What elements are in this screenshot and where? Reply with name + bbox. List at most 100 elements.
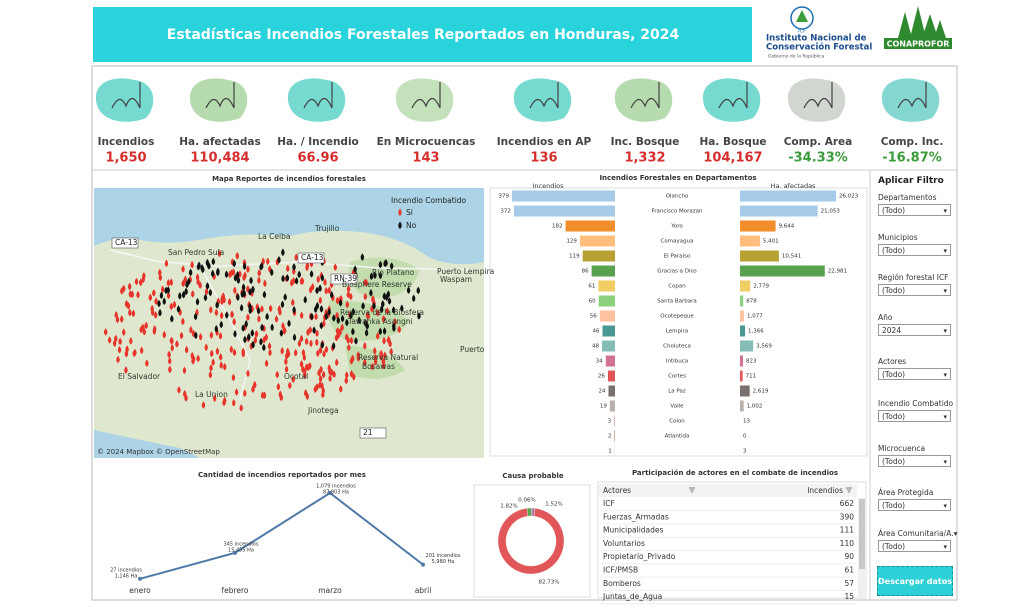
fire-marker — [218, 332, 223, 340]
fire-marker — [216, 267, 220, 276]
fire-marker — [112, 339, 117, 347]
fire-marker — [211, 257, 216, 266]
fire-marker — [345, 300, 350, 309]
scrollbar-thumb[interactable] — [859, 499, 865, 569]
fire-marker — [233, 286, 237, 295]
fire-marker — [219, 361, 223, 369]
fire-marker — [103, 328, 108, 336]
fire-marker — [239, 404, 243, 412]
dropdown-arrow: ▾ — [943, 207, 947, 215]
fire-marker — [264, 333, 269, 341]
bar — [740, 385, 750, 397]
fire-marker — [136, 290, 140, 299]
bar — [740, 220, 776, 232]
fire-marker — [262, 290, 267, 299]
bar — [602, 325, 615, 337]
fire-marker — [251, 340, 255, 349]
data-label: 201 incendios — [426, 553, 461, 559]
fire-marker — [318, 374, 323, 383]
fire-marker — [201, 265, 205, 274]
category-label: Comayagua — [661, 239, 694, 245]
fire-marker — [294, 276, 299, 285]
fire-marker — [321, 390, 325, 399]
map-place-label: Biosphere Reserve — [342, 280, 412, 289]
filter-select[interactable]: (Todo) ▾ — [878, 455, 951, 467]
map-place-label: 21 — [363, 428, 373, 437]
table-cell: Propietario_Privado — [603, 552, 676, 561]
fire-marker — [211, 358, 215, 366]
bar — [591, 265, 615, 277]
fire-marker — [129, 337, 133, 345]
fire-marker — [285, 274, 290, 282]
data-label: 1,079 incendios — [316, 484, 356, 490]
filter-select[interactable]: (Todo) ▾ — [878, 540, 951, 552]
bar — [740, 280, 751, 292]
filter-select[interactable]: (Todo) ▾ — [878, 204, 951, 216]
fire-marker — [340, 314, 345, 323]
map-sea — [94, 430, 200, 458]
fire-marker — [280, 347, 284, 355]
kpi-icon-line — [803, 82, 833, 109]
column-header: Actores — [603, 486, 631, 495]
fire-marker — [308, 326, 313, 334]
value-label: 379 — [499, 194, 510, 200]
map-place-label: La Union — [195, 390, 228, 399]
filter-select[interactable]: (Todo) ▾ — [878, 410, 951, 422]
fire-marker — [257, 315, 261, 323]
fire-marker — [332, 370, 336, 379]
filter-select[interactable]: (Todo) ▾ — [878, 499, 951, 511]
fire-marker — [308, 361, 312, 370]
filter-select[interactable]: (Todo) ▾ — [878, 284, 951, 296]
department-panel — [489, 187, 868, 457]
fire-marker — [278, 308, 282, 316]
fire-marker — [209, 349, 214, 358]
fire-marker — [345, 318, 349, 327]
fire-marker — [169, 278, 174, 286]
fire-marker — [392, 324, 396, 332]
kpi-value: 1,650 — [105, 151, 146, 166]
road-shield — [359, 427, 387, 439]
fire-marker — [327, 286, 332, 295]
filter-select[interactable]: (Todo) ▾ — [878, 244, 951, 256]
value-label: 3 — [608, 419, 612, 425]
filter-value: (Todo) — [882, 457, 906, 466]
bar — [599, 310, 615, 322]
header-banner — [93, 7, 752, 62]
fire-marker — [160, 285, 165, 293]
fire-marker — [119, 315, 124, 323]
fire-marker — [265, 312, 269, 321]
fire-marker — [159, 291, 164, 299]
fire-marker — [189, 325, 193, 334]
fire-marker — [205, 282, 210, 290]
value-label: 5,401 — [763, 239, 779, 245]
value-label: 13 — [743, 419, 750, 425]
value-label: 1,077 — [747, 314, 763, 320]
org-name: Conservación Forestal — [766, 42, 872, 53]
kpi-icon-line — [111, 82, 141, 109]
fire-marker — [184, 394, 188, 402]
fire-marker — [365, 322, 369, 330]
fire-marker — [190, 290, 195, 298]
bar — [740, 190, 836, 202]
fire-marker — [152, 289, 156, 297]
fire-marker — [193, 312, 198, 321]
value-label: 48 — [592, 344, 599, 350]
table-cell: 90 — [844, 552, 854, 561]
map-place-label: Rio Platano — [372, 268, 415, 277]
fire-marker — [247, 333, 251, 341]
fire-marker — [209, 331, 214, 339]
x-tick-label: enero — [129, 586, 151, 595]
point — [233, 550, 237, 555]
map-place-label: Ocotal — [284, 372, 308, 381]
fire-marker — [139, 325, 143, 334]
filter-select[interactable]: 2024 ▾ — [878, 324, 951, 336]
filter-select[interactable]: (Todo) ▾ — [878, 368, 951, 380]
kpi-icon — [95, 78, 154, 122]
fire-marker — [300, 277, 305, 285]
filter-label: Municipios — [878, 233, 918, 242]
fire-marker — [318, 284, 322, 292]
data-label: 345 incendios — [224, 541, 259, 547]
value-label: 21,053 — [821, 209, 841, 215]
download-button[interactable]: Descargar datos — [877, 566, 953, 596]
table-cell: Municipalidades — [603, 526, 664, 535]
